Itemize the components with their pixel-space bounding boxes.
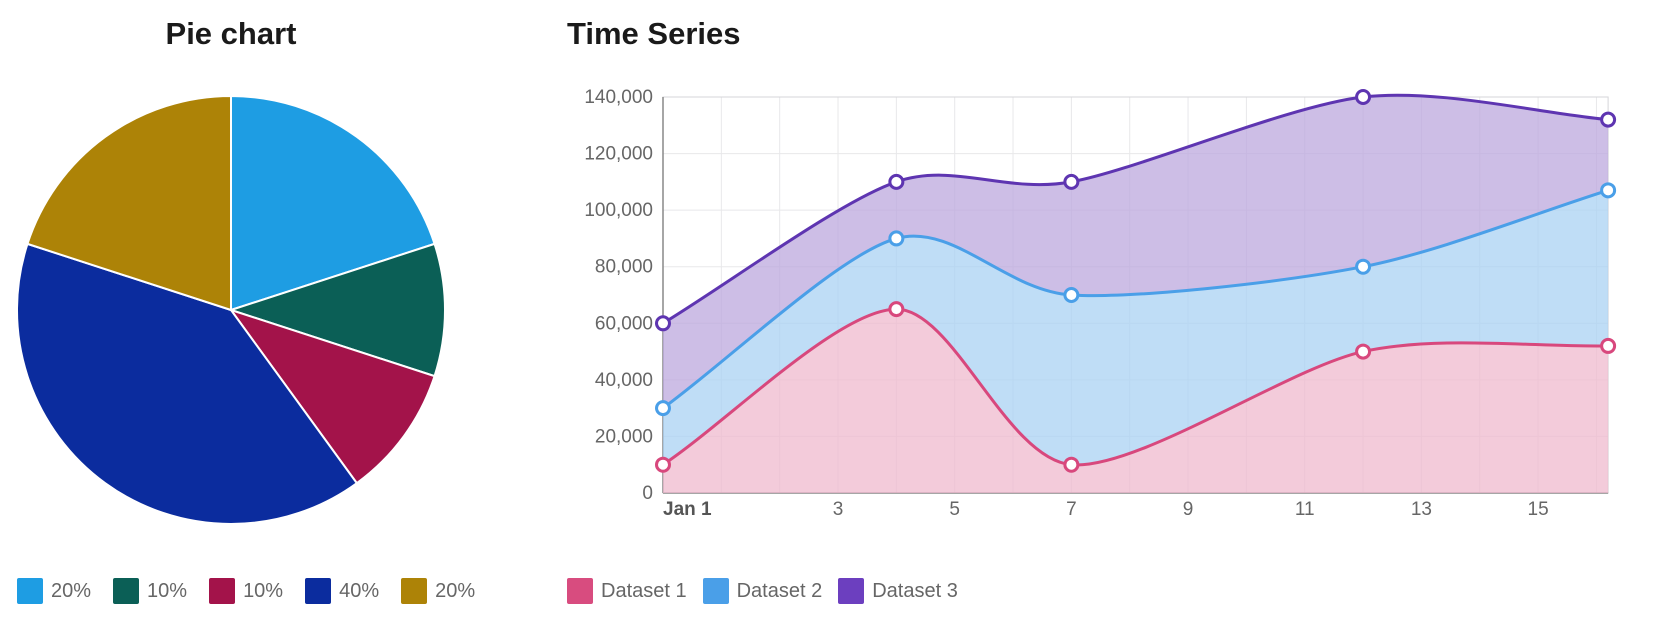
svg-text:3: 3	[833, 499, 844, 520]
svg-text:80,000: 80,000	[595, 257, 653, 278]
svg-text:Jan 1: Jan 1	[663, 499, 712, 520]
svg-text:140,000: 140,000	[584, 87, 653, 108]
svg-text:60,000: 60,000	[595, 313, 653, 334]
svg-text:120,000: 120,000	[584, 144, 653, 165]
svg-text:9: 9	[1183, 499, 1194, 520]
svg-text:0: 0	[642, 483, 653, 504]
svg-text:15: 15	[1528, 499, 1549, 520]
svg-text:40,000: 40,000	[595, 370, 653, 391]
svg-text:20,000: 20,000	[595, 426, 653, 447]
svg-text:7: 7	[1066, 499, 1077, 520]
svg-text:13: 13	[1411, 499, 1432, 520]
svg-text:11: 11	[1295, 499, 1315, 520]
svg-text:5: 5	[949, 499, 960, 520]
svg-text:100,000: 100,000	[584, 200, 653, 221]
